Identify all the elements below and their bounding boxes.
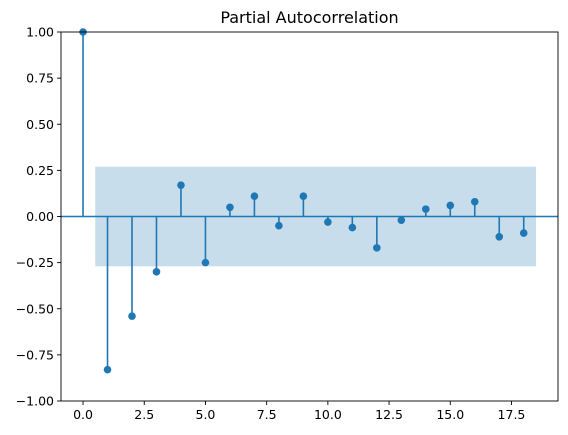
y-tick-label: 0.25 [26, 163, 54, 178]
marker-lag-3 [152, 268, 161, 276]
y-axis: −1.00 −0.75 −0.50 −0.25 0.00 0.25 0.50 0.75 1.00 [16, 25, 61, 409]
y-tick-label: 0.75 [26, 71, 54, 86]
x-tick-label: 17.5 [498, 407, 526, 422]
x-tick-label: 2.5 [134, 407, 154, 422]
marker-lag-12 [373, 244, 381, 252]
marker-lag-10 [324, 218, 332, 226]
marker-lag-1 [103, 365, 112, 374]
marker-lag-15 [446, 201, 455, 210]
marker-lag-14 [421, 205, 430, 213]
marker-lag-16 [470, 197, 479, 206]
marker-lag-11 [348, 223, 357, 232]
marker-lag-6 [226, 203, 234, 212]
marker-lag-7 [250, 192, 259, 201]
y-tick-label: 0.50 [26, 117, 54, 132]
chart-title: Partial Autocorrelation [220, 8, 398, 27]
x-tick-label: 0.0 [73, 407, 93, 422]
x-tick-label: 5.0 [196, 407, 216, 422]
y-tick-label: −0.25 [16, 255, 54, 270]
marker-lag-2 [128, 312, 136, 320]
plot-area [60, 28, 559, 402]
marker-lag-9 [299, 192, 308, 201]
y-tick-label: −0.75 [16, 347, 54, 362]
marker-lag-13 [397, 216, 406, 224]
y-tick-label: 0.00 [26, 209, 54, 224]
markers-group [79, 28, 528, 374]
marker-lag-17 [495, 232, 504, 241]
x-axis: 0.0 2.5 5.0 7.5 10.0 12.5 15.0 17.5 [73, 401, 525, 422]
y-tick-label: 1.00 [26, 25, 54, 40]
marker-lag-5 [201, 258, 210, 267]
x-tick-label: 7.5 [257, 407, 277, 422]
y-tick-label: −1.00 [16, 394, 54, 409]
y-tick-label: −0.50 [16, 301, 54, 316]
x-tick-label: 12.5 [375, 407, 403, 422]
x-tick-label: 10.0 [314, 407, 342, 422]
marker-lag-4 [177, 181, 185, 189]
marker-lag-8 [275, 221, 283, 230]
marker-lag-18 [519, 229, 528, 237]
x-tick-label: 15.0 [436, 407, 464, 422]
